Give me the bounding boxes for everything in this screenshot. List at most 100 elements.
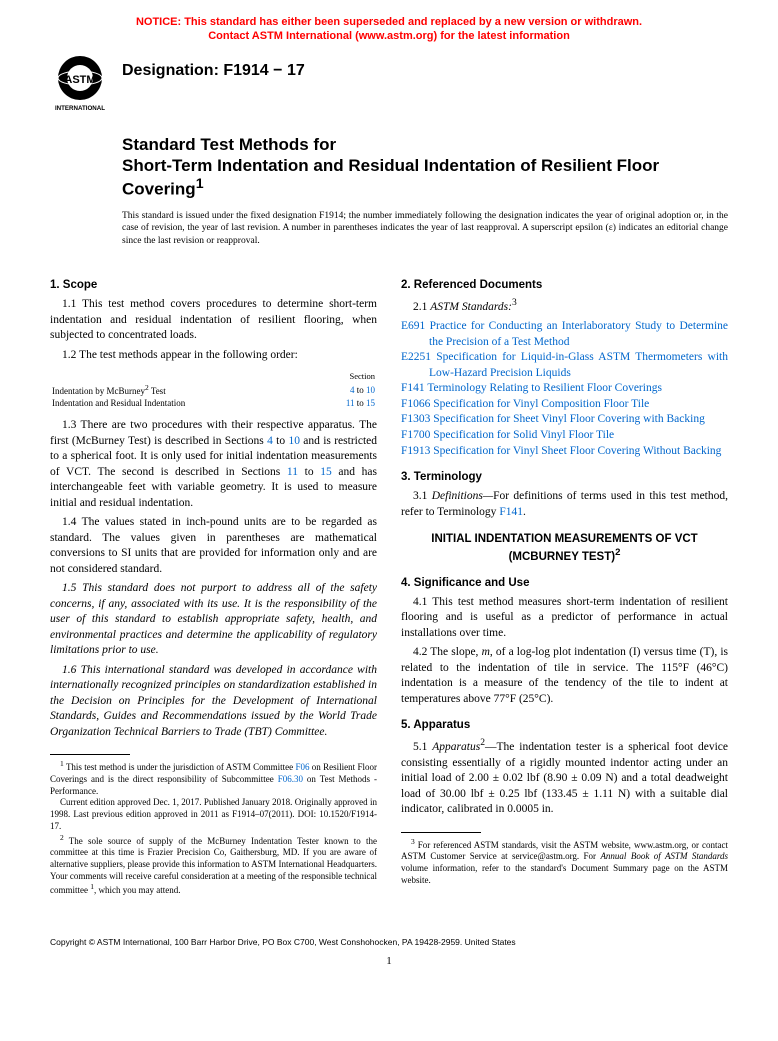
footnote-3: 3 For referenced ASTM standards, visit t… [401, 837, 728, 887]
row1-from-link[interactable]: 4 [350, 385, 355, 395]
right-column: 2. Referenced Documents 2.1 ASTM Standar… [401, 267, 728, 897]
p31-d: . [523, 506, 526, 518]
document-page: NOTICE: This standard has either been su… [0, 0, 778, 997]
copyright-line: Copyright © ASTM International, 100 Barr… [50, 937, 728, 947]
p42-a: 4.2 The slope, [413, 646, 482, 658]
para-1-6: 1.6 This international standard was deve… [50, 663, 377, 741]
reference-list: E691 Practice for Conducting an Interlab… [401, 319, 728, 459]
table-row: Indentation and Residual Indentation 11 … [52, 398, 375, 408]
footnote-2: 2 The sole source of supply of the McBur… [50, 833, 377, 897]
left-column: 1. Scope 1.1 This test method covers pro… [50, 267, 377, 897]
para-1-2: 1.2 The test methods appear in the follo… [50, 348, 377, 364]
center-head-text: INITIAL INDENTATION MEASUREMENTS OF VCT … [431, 533, 697, 563]
p31-a: 3.1 [413, 490, 432, 502]
fn3-b: Annual Book of ASTM Standards [600, 851, 728, 861]
ref-desc[interactable]: Practice for Conducting an Interlaborato… [429, 320, 728, 348]
ref-link[interactable]: F1066 [401, 398, 430, 410]
ref-link[interactable]: F1700 [401, 429, 430, 441]
fn1-a: This test method is under the jurisdicti… [64, 762, 296, 772]
section-4-head: 4. Significance and Use [401, 577, 728, 589]
ref-desc[interactable]: Specification for Sheet Vinyl Floor Cove… [433, 413, 705, 425]
p21-b: ASTM Standards: [430, 301, 512, 313]
title-main: Short-Term Indentation and Residual Inde… [122, 155, 728, 200]
ref-desc[interactable]: Specification for Solid Vinyl Floor Tile [433, 429, 614, 441]
footnote-1: 1 This test method is under the jurisdic… [50, 759, 377, 797]
p13-link-15[interactable]: 15 [320, 466, 332, 478]
row2-to-link[interactable]: 15 [366, 398, 375, 408]
p21-sup: 3 [512, 297, 517, 308]
row1-label-b: Test [149, 386, 166, 396]
two-column-body: 1. Scope 1.1 This test method covers pro… [50, 267, 728, 897]
center-head-sup: 2 [615, 547, 620, 558]
reference-item: F141 Terminology Relating to Resilient F… [401, 381, 728, 397]
ref-link[interactable]: E2251 [401, 351, 431, 363]
para-4-1: 4.1 This test method measures short-term… [401, 595, 728, 642]
fn1-link-f06[interactable]: F06 [295, 762, 309, 772]
issuance-note: This standard is issued under the fixed … [122, 210, 728, 247]
section-5-head: 5. Apparatus [401, 719, 728, 731]
row2-from-link[interactable]: 11 [346, 398, 355, 408]
title-prefix: Standard Test Methods for [122, 134, 728, 155]
designation-text: Designation: F1914 − 17 [122, 62, 305, 80]
table-row1-label: Indentation by McBurney2 Test [52, 383, 315, 396]
table-row1-range: 4 to 10 [317, 383, 375, 396]
notice-line-2: Contact ASTM International (www.astm.org… [208, 30, 570, 42]
reference-item: E691 Practice for Conducting an Interlab… [401, 319, 728, 350]
supersession-notice: NOTICE: This standard has either been su… [50, 15, 728, 44]
p21-a: 2.1 [413, 301, 430, 313]
reference-item: F1066 Specification for Vinyl Compositio… [401, 397, 728, 413]
notice-line-1: NOTICE: This standard has either been su… [136, 16, 642, 28]
ref-desc[interactable]: Terminology Relating to Resilient Floor … [427, 382, 662, 394]
table-row2-label: Indentation and Residual Indentation [52, 398, 315, 408]
p13-link-10[interactable]: 10 [288, 435, 300, 447]
para-1-3: 1.3 There are two procedures with their … [50, 418, 377, 511]
p13-link-11[interactable]: 11 [287, 466, 298, 478]
fn3-c: volume information, refer to the standar… [401, 863, 728, 885]
para-4-2: 4.2 The slope, m, of a log-log plot inde… [401, 645, 728, 707]
p51-a: 5.1 [413, 741, 432, 753]
p31-link[interactable]: F141 [499, 506, 523, 518]
ref-link[interactable]: E691 [401, 320, 425, 332]
section-3-head: 3. Terminology [401, 471, 728, 483]
ref-link[interactable]: F1303 [401, 413, 430, 425]
p42-m: m [482, 646, 490, 658]
title-sup: 1 [196, 176, 204, 192]
table-row: Indentation by McBurney2 Test 4 to 10 [52, 383, 375, 396]
row1-to-link[interactable]: 10 [366, 385, 375, 395]
reference-item: E2251 Specification for Liquid-in-Glass … [401, 350, 728, 381]
para-2-1: 2.1 ASTM Standards:3 [401, 297, 728, 315]
table-header-section: Section [317, 371, 375, 381]
reference-item: F1913 Specification for Vinyl Sheet Floo… [401, 444, 728, 460]
reference-item: F1303 Specification for Sheet Vinyl Floo… [401, 412, 728, 428]
row1-label-a: Indentation by McBurney [52, 386, 145, 396]
section-2-head: 2. Referenced Documents [401, 279, 728, 291]
ref-desc[interactable]: Specification for Vinyl Sheet Floor Cove… [433, 445, 721, 457]
p51-b: Apparatus [432, 741, 480, 753]
para-3-1: 3.1 Definitions—For definitions of terms… [401, 489, 728, 520]
ref-desc[interactable]: Specification for Liquid-in-Glass ASTM T… [429, 351, 728, 379]
para-5-1: 5.1 Apparatus2—The indentation tester is… [401, 737, 728, 817]
p31-b: Definitions— [432, 490, 493, 502]
para-1-5: 1.5 This standard does not purport to ad… [50, 581, 377, 659]
para-1-1: 1.1 This test method covers procedures t… [50, 297, 377, 344]
footnote-rule-right [401, 832, 481, 833]
section-1-head: 1. Scope [50, 279, 377, 291]
ref-desc[interactable]: Specification for Vinyl Composition Floo… [433, 398, 649, 410]
ref-link[interactable]: F1913 [401, 445, 430, 457]
table-row2-range: 11 to 15 [317, 398, 375, 408]
methods-order-table: Section Indentation by McBurney2 Test 4 … [50, 369, 377, 410]
title-block: Standard Test Methods for Short-Term Ind… [122, 134, 728, 200]
page-number: 1 [50, 955, 728, 967]
mcburney-heading: INITIAL INDENTATION MEASUREMENTS OF VCT … [401, 532, 728, 565]
svg-text:INTERNATIONAL: INTERNATIONAL [55, 105, 105, 112]
fn1-link-f0630[interactable]: F06.30 [278, 774, 303, 784]
fn2-b: , which you may attend. [94, 885, 180, 895]
reference-item: F1700 Specification for Solid Vinyl Floo… [401, 428, 728, 444]
ref-link[interactable]: F141 [401, 382, 425, 394]
header-row: ASTM INTERNATIONAL Designation: F1914 − … [50, 54, 728, 114]
p13-link-4[interactable]: 4 [267, 435, 273, 447]
footnote-1b: Current edition approved Dec. 1, 2017. P… [50, 797, 377, 832]
para-1-4: 1.4 The values stated in inch-pound unit… [50, 515, 377, 577]
footnote-rule-left [50, 754, 130, 755]
astm-logo-icon: ASTM INTERNATIONAL [50, 54, 110, 114]
